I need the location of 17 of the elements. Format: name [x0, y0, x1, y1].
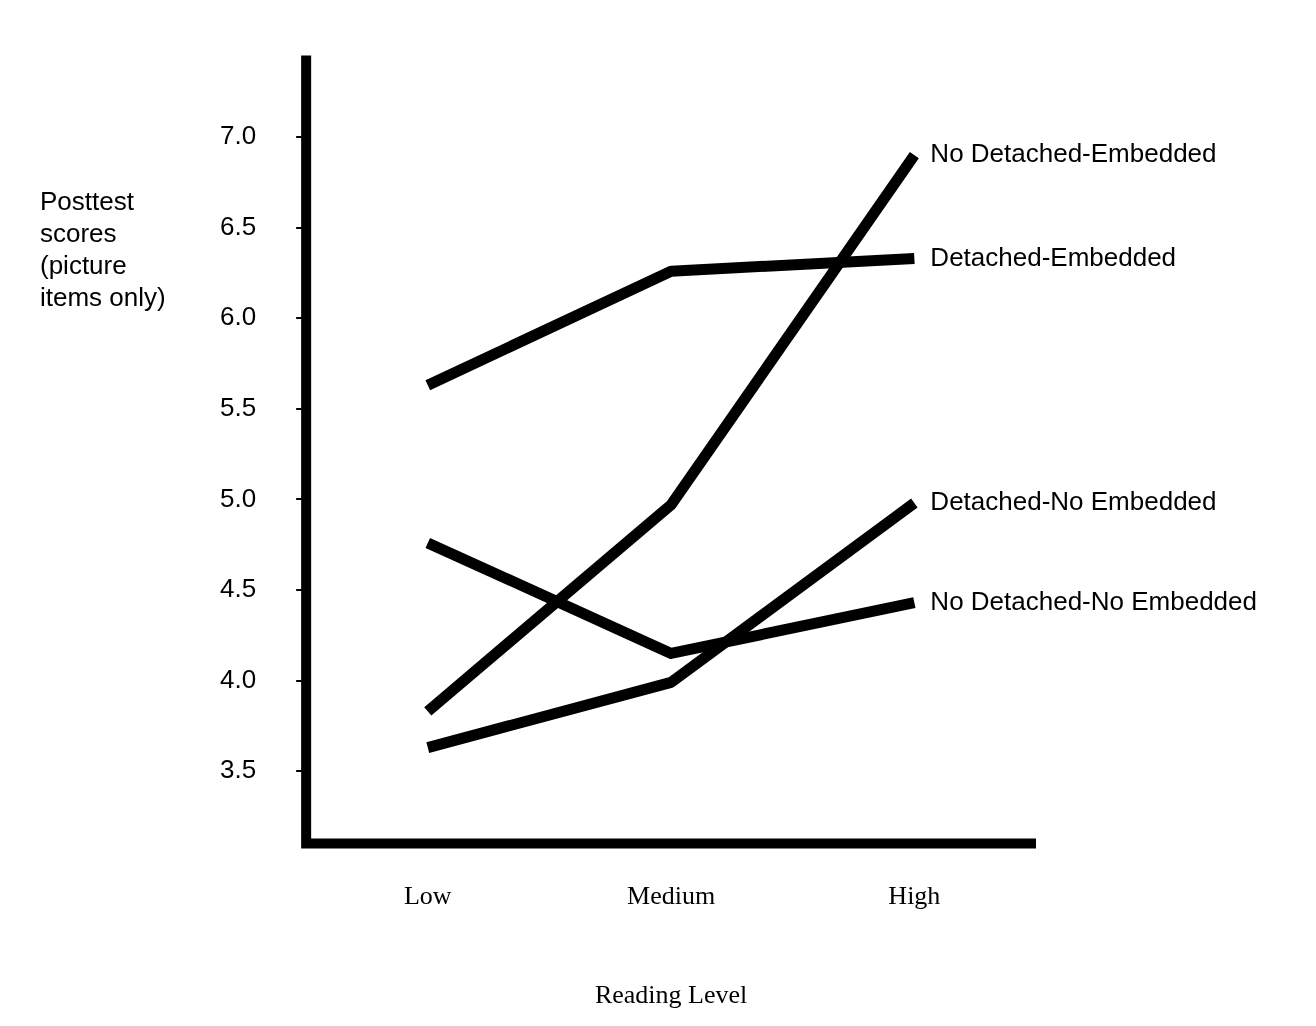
y-tick-label: 5.0	[219, 482, 257, 513]
series-label: No Detached-No Embedded	[930, 585, 1257, 616]
y-tick-label: 6.0	[219, 301, 257, 332]
y-tick-label: 4.5	[219, 573, 257, 604]
x-tick-label: Low	[403, 881, 452, 911]
y-tick-label: 4.0	[219, 663, 257, 694]
y-tick-label: 6.5	[219, 210, 257, 241]
y-axis-title: Posttest scores (picture items only)	[40, 185, 167, 313]
y-tick-label: 7.0	[219, 120, 257, 151]
y-tick-label: 5.5	[219, 392, 257, 423]
x-axis-title: Reading Level	[594, 980, 748, 1010]
y-tick-label: 3.5	[219, 754, 257, 785]
series-label: Detached-No Embedded	[930, 486, 1217, 517]
x-tick-label: High	[888, 881, 941, 911]
x-tick-label: Medium	[627, 881, 716, 911]
series-label: No Detached-Embedded	[930, 138, 1217, 169]
series-label: Detached-Embedded	[930, 241, 1177, 272]
